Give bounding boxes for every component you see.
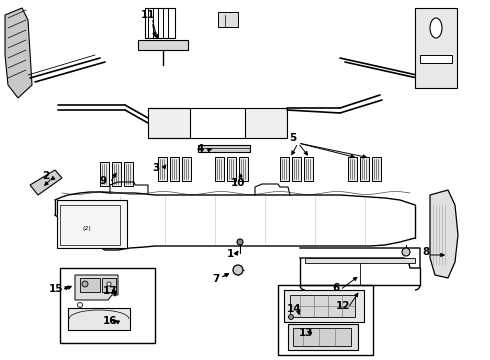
Circle shape xyxy=(402,248,410,256)
Bar xyxy=(60,268,155,343)
Bar xyxy=(278,285,373,355)
Bar xyxy=(198,145,250,152)
Bar xyxy=(348,157,357,181)
Bar xyxy=(218,12,238,27)
Bar xyxy=(284,290,364,322)
Text: 4: 4 xyxy=(196,144,204,154)
Polygon shape xyxy=(430,190,458,278)
Bar xyxy=(170,157,179,181)
Bar xyxy=(360,157,369,181)
Bar xyxy=(182,157,191,181)
Text: 12: 12 xyxy=(336,301,350,311)
Bar xyxy=(280,157,289,181)
Circle shape xyxy=(237,239,243,245)
Bar xyxy=(227,157,236,181)
Bar xyxy=(80,278,100,292)
Polygon shape xyxy=(30,170,62,195)
Bar xyxy=(415,8,457,88)
Bar xyxy=(292,157,301,181)
Bar xyxy=(245,108,287,138)
Text: 6: 6 xyxy=(332,283,340,293)
Bar xyxy=(57,200,127,248)
Bar xyxy=(293,328,351,346)
Polygon shape xyxy=(5,8,32,98)
Text: 8: 8 xyxy=(422,247,430,257)
Bar xyxy=(305,258,415,263)
Bar xyxy=(288,324,358,350)
Bar xyxy=(124,162,133,186)
Text: 16: 16 xyxy=(103,316,117,326)
Bar xyxy=(239,157,248,181)
Text: 5: 5 xyxy=(290,133,296,143)
Bar xyxy=(372,157,381,181)
Text: 14: 14 xyxy=(287,304,301,314)
Bar xyxy=(148,108,190,138)
Bar xyxy=(112,162,121,186)
Circle shape xyxy=(233,265,243,275)
Text: 11: 11 xyxy=(141,10,155,20)
Polygon shape xyxy=(75,275,118,300)
Text: 15: 15 xyxy=(49,284,63,294)
Text: 1: 1 xyxy=(226,249,234,259)
Bar xyxy=(420,55,452,63)
Bar xyxy=(304,157,313,181)
Text: 2: 2 xyxy=(42,171,49,181)
Text: 9: 9 xyxy=(99,176,106,186)
Bar xyxy=(60,205,120,245)
Circle shape xyxy=(107,282,111,286)
Bar xyxy=(100,162,109,186)
Bar xyxy=(138,40,188,50)
Text: 10: 10 xyxy=(231,178,245,188)
Bar xyxy=(290,295,355,317)
Ellipse shape xyxy=(430,18,442,38)
Circle shape xyxy=(82,281,88,287)
Text: 3: 3 xyxy=(152,163,160,173)
Bar xyxy=(102,278,116,292)
Bar xyxy=(215,157,224,181)
Bar xyxy=(158,157,167,181)
Text: (2): (2) xyxy=(83,225,91,230)
Text: 13: 13 xyxy=(299,328,313,338)
Circle shape xyxy=(289,315,294,320)
Text: 17: 17 xyxy=(103,286,117,296)
Text: 7: 7 xyxy=(212,274,220,284)
Bar xyxy=(68,308,130,330)
